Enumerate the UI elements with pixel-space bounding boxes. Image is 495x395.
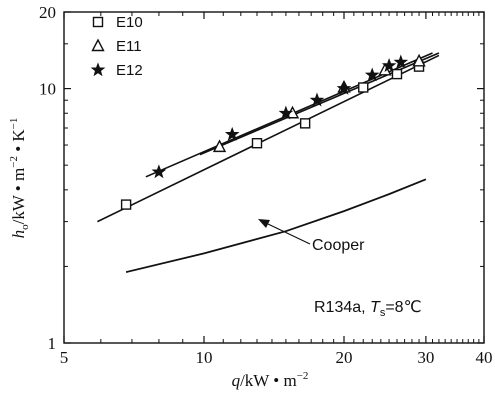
legend-label-e12: E12 — [116, 62, 143, 79]
fit-line-e10 — [97, 54, 440, 223]
point-e12 — [381, 58, 397, 72]
cooper-label: Cooper — [312, 237, 365, 254]
y-axis-symbol: h — [9, 230, 28, 239]
x-tick-label: 5 — [60, 348, 69, 367]
point-e12 — [309, 92, 325, 107]
x-tick-label: 10 — [196, 348, 213, 367]
point-e11 — [212, 139, 227, 153]
cooper-curve — [125, 178, 427, 273]
y-tick-label: 20 — [39, 3, 56, 22]
point-e10 — [251, 138, 263, 149]
point-e12 — [278, 105, 294, 120]
point-e10 — [299, 118, 311, 129]
point-e11 — [412, 53, 426, 67]
cooper-arrow-head — [258, 219, 270, 228]
y-axis-label: ho/kW • m−2 • K−1 — [8, 118, 31, 239]
point-e12 — [336, 80, 352, 95]
x-tick-label: 30 — [417, 348, 434, 367]
lines-layer — [97, 52, 440, 273]
legend-label-e11: E11 — [116, 38, 142, 55]
x-tick-label: 40 — [476, 348, 493, 367]
x-axis-exponent: −2 — [297, 370, 309, 382]
point-e12 — [364, 67, 380, 82]
y-axis-subscript: o — [19, 224, 31, 230]
y-tick-label: 10 — [39, 80, 56, 99]
point-e12 — [393, 54, 409, 69]
y-axis-unit-1: /kW • m — [9, 168, 28, 225]
x-axis-symbol: q — [232, 371, 241, 390]
condition-symbol: T — [370, 299, 381, 316]
condition-subscript: s — [380, 307, 386, 319]
y-tick-label: 1 — [48, 334, 57, 353]
ticks-layer: 5 10 20 30 40 1 10 20 — [39, 3, 493, 367]
legend-marker-e11 — [91, 38, 105, 52]
condition-value: =8℃ — [385, 299, 421, 316]
x-tick-label: 20 — [336, 348, 353, 367]
x-axis-unit: /kW • m — [240, 371, 297, 390]
y-axis-exponent-1: −2 — [8, 156, 20, 168]
x-axis-label: q/kW • m−2 — [232, 370, 309, 390]
plot-frame — [63, 11, 485, 344]
y-axis-unit-2: • K — [9, 129, 28, 156]
point-e10 — [391, 68, 403, 80]
y-axis-exponent-2: −1 — [8, 118, 20, 130]
cooper-arrow-line — [267, 223, 311, 245]
point-e10 — [358, 82, 369, 93]
legend-marker-e12 — [90, 62, 106, 77]
point-e12 — [224, 126, 240, 141]
legend-marker-e10 — [92, 16, 104, 28]
legend: E10 E11 E12 — [90, 14, 143, 79]
condition-fluid: R134a, — [314, 299, 370, 316]
point-e12 — [151, 164, 167, 179]
condition-label: R134a, Ts=8℃ — [314, 299, 422, 319]
legend-label-e10: E10 — [116, 14, 143, 31]
markers-layer — [120, 53, 426, 210]
point-e10 — [120, 199, 132, 210]
